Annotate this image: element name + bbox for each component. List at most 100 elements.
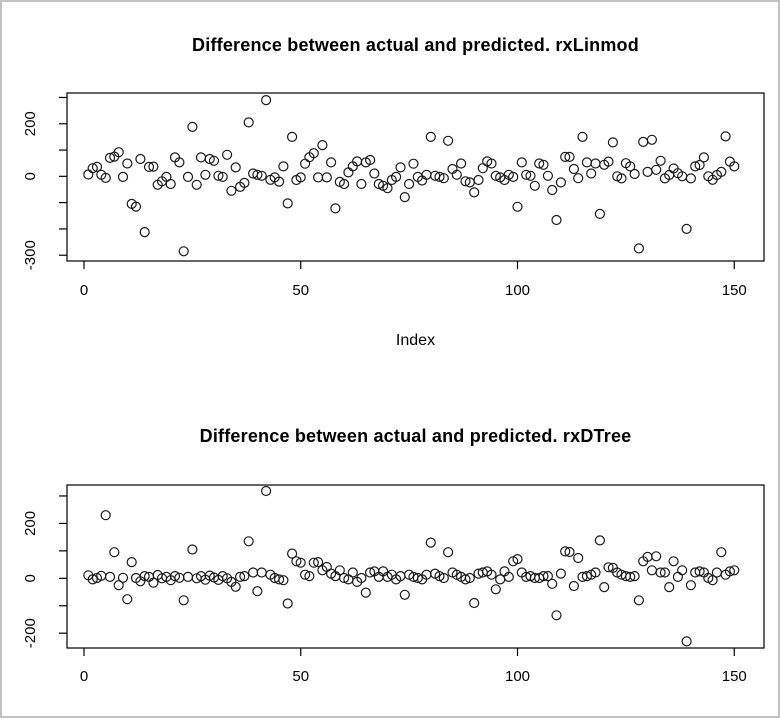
data-point [287,131,298,142]
data-point [191,179,202,190]
data-point [477,163,488,174]
data-point [486,158,497,169]
data-point [668,556,679,567]
data-point [356,572,367,584]
data-point [130,201,142,212]
data-point [360,587,371,598]
data-point [317,140,328,151]
data-point [169,571,181,582]
data-point [547,184,558,196]
data-point [469,597,480,609]
plot-box [66,484,765,649]
data-point [720,131,731,142]
data-point [508,171,519,182]
data-point [681,223,692,234]
data-point [547,578,558,589]
data-point [187,544,198,555]
y-tick-label: 200 [22,111,39,136]
data-point [248,567,259,578]
data-point [629,168,640,180]
data-point [529,180,540,191]
data-point [646,565,658,576]
data-point [581,571,593,582]
data-point [261,94,272,106]
data-point [573,552,584,564]
data-point [143,161,155,172]
data-point [555,568,567,579]
data-point [646,134,658,145]
data-point [113,147,124,158]
data-point [148,161,159,172]
data-point [243,117,254,128]
data-point [456,158,467,169]
data-point [729,161,740,172]
y-tick-label: 0 [22,172,39,180]
data-point [542,571,554,582]
data-point [425,537,436,548]
data-point [230,581,241,592]
data-point [83,169,94,180]
data-point [395,162,406,173]
data-point [538,571,549,582]
data-point [217,171,228,182]
x-tick-label: 50 [292,668,309,685]
data-point [304,571,315,582]
data-point [655,155,666,166]
data-point [343,167,354,178]
data-point [174,157,185,168]
data-point [512,201,523,212]
data-point [438,572,449,584]
data-point [560,546,571,557]
data-point [135,153,146,165]
data-point [560,151,571,162]
data-point [291,556,302,567]
data-point [521,169,532,180]
data-point [551,214,562,226]
data-point [651,164,662,175]
data-point [382,183,393,194]
top-scatter-plot-canvas: 0 50 100 150 -300 0 200 [22,92,765,299]
data-point [590,567,601,578]
data-point [412,572,423,584]
data-point [599,582,610,593]
data-point [659,567,671,578]
data-point [677,565,688,576]
data-point [443,135,454,146]
data-point [287,548,298,559]
data-point [542,170,554,181]
data-point [664,582,675,593]
data-point [586,168,597,179]
data-point [100,510,111,521]
data-point [235,571,246,582]
data-point [399,192,410,203]
data-point [685,173,697,184]
data-point [516,157,527,168]
data-point [195,152,207,163]
data-point [239,177,250,188]
y-tick-label: -200 [22,618,39,648]
data-point [365,567,376,578]
x-tick-label: 0 [80,282,88,299]
data-point [126,557,137,568]
data-point [425,131,436,142]
data-point [256,170,267,181]
data-point [460,574,471,585]
x-tick-label: 150 [722,668,747,685]
x-tick-label: 100 [505,668,530,685]
data-point [165,178,176,190]
data-point [326,157,337,168]
data-point [625,161,636,172]
data-point [278,161,289,172]
data-point [707,575,718,586]
data-point [87,574,98,585]
data-point [473,174,484,186]
data-point [581,157,593,168]
data-point [243,536,254,547]
data-point [629,571,640,582]
y-tick-label: 200 [22,511,39,536]
data-point [213,170,224,181]
data-point [148,577,159,588]
data-point [534,158,545,169]
data-point [139,227,150,238]
data-point [568,163,580,175]
